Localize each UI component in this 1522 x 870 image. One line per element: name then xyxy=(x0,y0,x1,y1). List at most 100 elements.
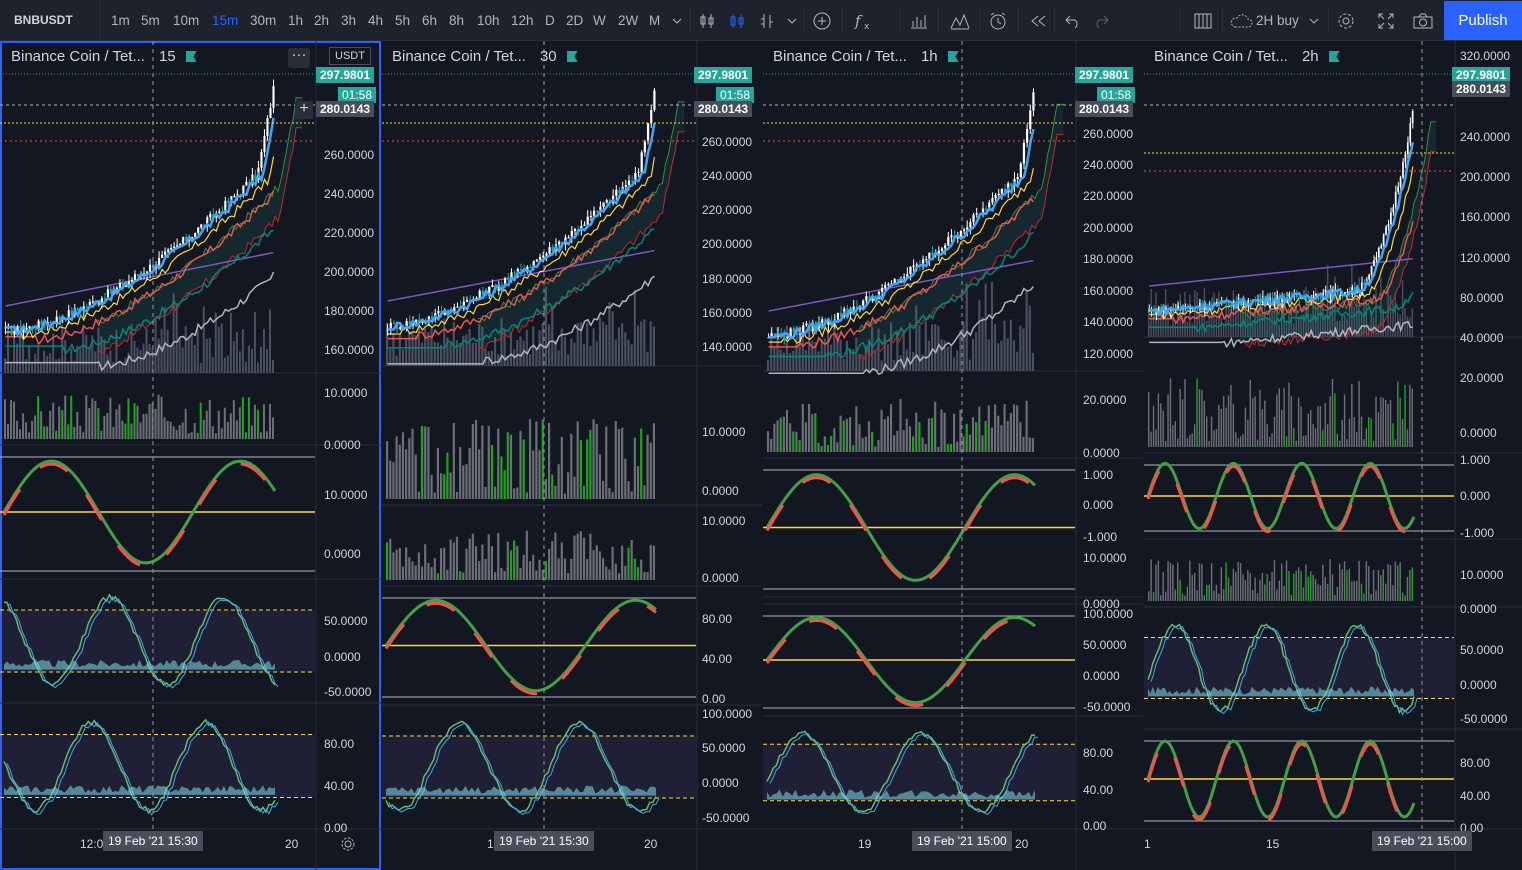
interval-4h-button[interactable]: 4h xyxy=(368,13,384,28)
timeframe-label[interactable]: 15 xyxy=(158,48,176,65)
interval-15m-button[interactable]: 15m xyxy=(212,13,239,28)
interval-1m-button[interactable]: 1m xyxy=(111,13,130,28)
histogram-bar xyxy=(106,412,109,439)
histogram-bar xyxy=(1232,403,1235,447)
symbol-title[interactable]: Binance Coin / Tet... xyxy=(1154,48,1288,65)
histogram-bar xyxy=(1348,568,1351,601)
interval-M-button[interactable]: M xyxy=(649,13,661,28)
chart-pane-30m[interactable]: Binance Coin / Tet... 30 297.9801 01:58 280.… xyxy=(382,41,762,870)
interval-30m-button[interactable]: 30m xyxy=(250,13,277,28)
add-compare-icon[interactable] xyxy=(810,0,834,40)
timeframe-label[interactable]: 1h xyxy=(920,48,938,65)
interval-2D-button[interactable]: 2D xyxy=(566,13,584,28)
chart-type-chevron-down-icon[interactable] xyxy=(784,0,800,40)
timeframe-label[interactable]: 30 xyxy=(539,48,557,65)
histogram-bar xyxy=(73,427,76,439)
volume-bar xyxy=(1314,287,1317,337)
replay-icon[interactable] xyxy=(1026,0,1050,40)
volume-bar xyxy=(807,330,811,371)
interval-2W-button[interactable]: 2W xyxy=(618,13,639,28)
fullscreen-icon[interactable] xyxy=(1374,0,1398,40)
chart-pane-2h[interactable]: Binance Coin / Tet... 2h 297.9801 280.0143 3… xyxy=(1144,41,1522,870)
histogram-bar xyxy=(795,431,798,452)
interval-10m-button[interactable]: 10m xyxy=(173,13,200,28)
templates-icon[interactable] xyxy=(946,0,974,40)
layout-name-button[interactable]: 2H buy xyxy=(1256,13,1299,28)
timeframe-label[interactable]: 2h xyxy=(1301,48,1319,65)
currency-unit-button[interactable]: USDT xyxy=(329,47,371,65)
redo-icon[interactable] xyxy=(1090,0,1112,40)
more-options-button[interactable]: ··· xyxy=(288,47,310,68)
volume-bar xyxy=(924,321,927,371)
symbol-search-button[interactable]: BNBUSDT xyxy=(0,0,101,40)
snapshot-icon[interactable] xyxy=(1410,0,1436,40)
volume-bar xyxy=(1006,338,1009,371)
candles-icon[interactable] xyxy=(726,0,748,40)
histogram-bar xyxy=(1382,398,1384,447)
histogram-bar xyxy=(792,431,795,452)
candle xyxy=(34,329,37,331)
histogram-bar xyxy=(1235,571,1237,601)
layout-icon[interactable] xyxy=(1190,0,1216,40)
interval-3h-button[interactable]: 3h xyxy=(341,13,357,28)
volume-bar xyxy=(1355,299,1358,337)
histogram-bar xyxy=(1025,400,1028,452)
histogram-bar xyxy=(1186,438,1189,447)
interval-5m-button[interactable]: 5m xyxy=(141,13,160,28)
candle xyxy=(437,310,440,314)
interval-W-button[interactable]: W xyxy=(593,13,606,28)
flag-icon[interactable] xyxy=(185,51,197,62)
candle xyxy=(1336,289,1339,296)
interval-D-button[interactable]: D xyxy=(545,13,555,28)
alert-icon[interactable] xyxy=(986,0,1010,40)
histogram-bar xyxy=(1397,381,1399,447)
volume-bar xyxy=(1249,300,1251,337)
layout-chevron-down-icon[interactable] xyxy=(1306,0,1322,40)
interval-8h-button[interactable]: 8h xyxy=(449,13,465,28)
heikin-ashi-icon[interactable] xyxy=(756,0,778,40)
histogram-bar xyxy=(1012,404,1016,452)
interval-6h-button[interactable]: 6h xyxy=(422,13,438,28)
flag-icon[interactable] xyxy=(566,51,578,62)
volume-bar xyxy=(614,339,617,366)
settings-icon[interactable] xyxy=(1334,0,1358,40)
histogram-bar xyxy=(1394,561,1397,601)
candle xyxy=(972,214,975,223)
volume-bar xyxy=(949,345,953,371)
interval-5h-button[interactable]: 5h xyxy=(395,13,411,28)
candle xyxy=(170,247,173,250)
interval-10h-button[interactable]: 10h xyxy=(477,13,500,28)
flag-icon[interactable] xyxy=(1328,51,1340,62)
chart-pane-15m[interactable]: Binance Coin / Tet... 15 ··· USDT +297.9801 0… xyxy=(0,41,381,870)
axis-settings-gear-icon[interactable] xyxy=(340,836,356,855)
histogram-bar xyxy=(4,399,7,439)
volume-bar xyxy=(1322,293,1324,337)
publish-button[interactable]: Publish xyxy=(1444,1,1522,40)
bar-style-icon[interactable] xyxy=(696,0,718,40)
interval-1h-button[interactable]: 1h xyxy=(288,13,304,28)
symbol-title[interactable]: Binance Coin / Tet... xyxy=(773,48,907,65)
histogram-bar xyxy=(1363,439,1365,447)
cloud-save-icon[interactable] xyxy=(1228,0,1256,40)
add-plus-button[interactable]: + xyxy=(295,101,313,119)
symbol-title[interactable]: Binance Coin / Tet... xyxy=(11,48,145,65)
interval-chevron-down-icon[interactable] xyxy=(668,0,686,40)
volume-bar xyxy=(433,341,436,366)
histogram-bar xyxy=(773,423,776,452)
flag-icon[interactable] xyxy=(947,51,959,62)
histogram-bar xyxy=(503,570,506,580)
histogram-bar xyxy=(1016,405,1019,452)
histogram-bar xyxy=(1009,412,1012,452)
interval-12h-button[interactable]: 12h xyxy=(511,13,534,28)
undo-icon[interactable] xyxy=(1062,0,1084,40)
indicator-axis-label: 80.00 xyxy=(1083,746,1114,760)
chart-pane-1h[interactable]: Binance Coin / Tet... 1h 297.9801 01:58 280.… xyxy=(763,41,1143,870)
volume-bar xyxy=(163,306,166,373)
symbol-title[interactable]: Binance Coin / Tet... xyxy=(392,48,526,65)
interval-2h-button[interactable]: 2h xyxy=(314,13,330,28)
candle xyxy=(631,180,634,182)
candle xyxy=(233,196,236,198)
volume-bar xyxy=(151,348,154,373)
financials-icon[interactable] xyxy=(906,0,932,40)
